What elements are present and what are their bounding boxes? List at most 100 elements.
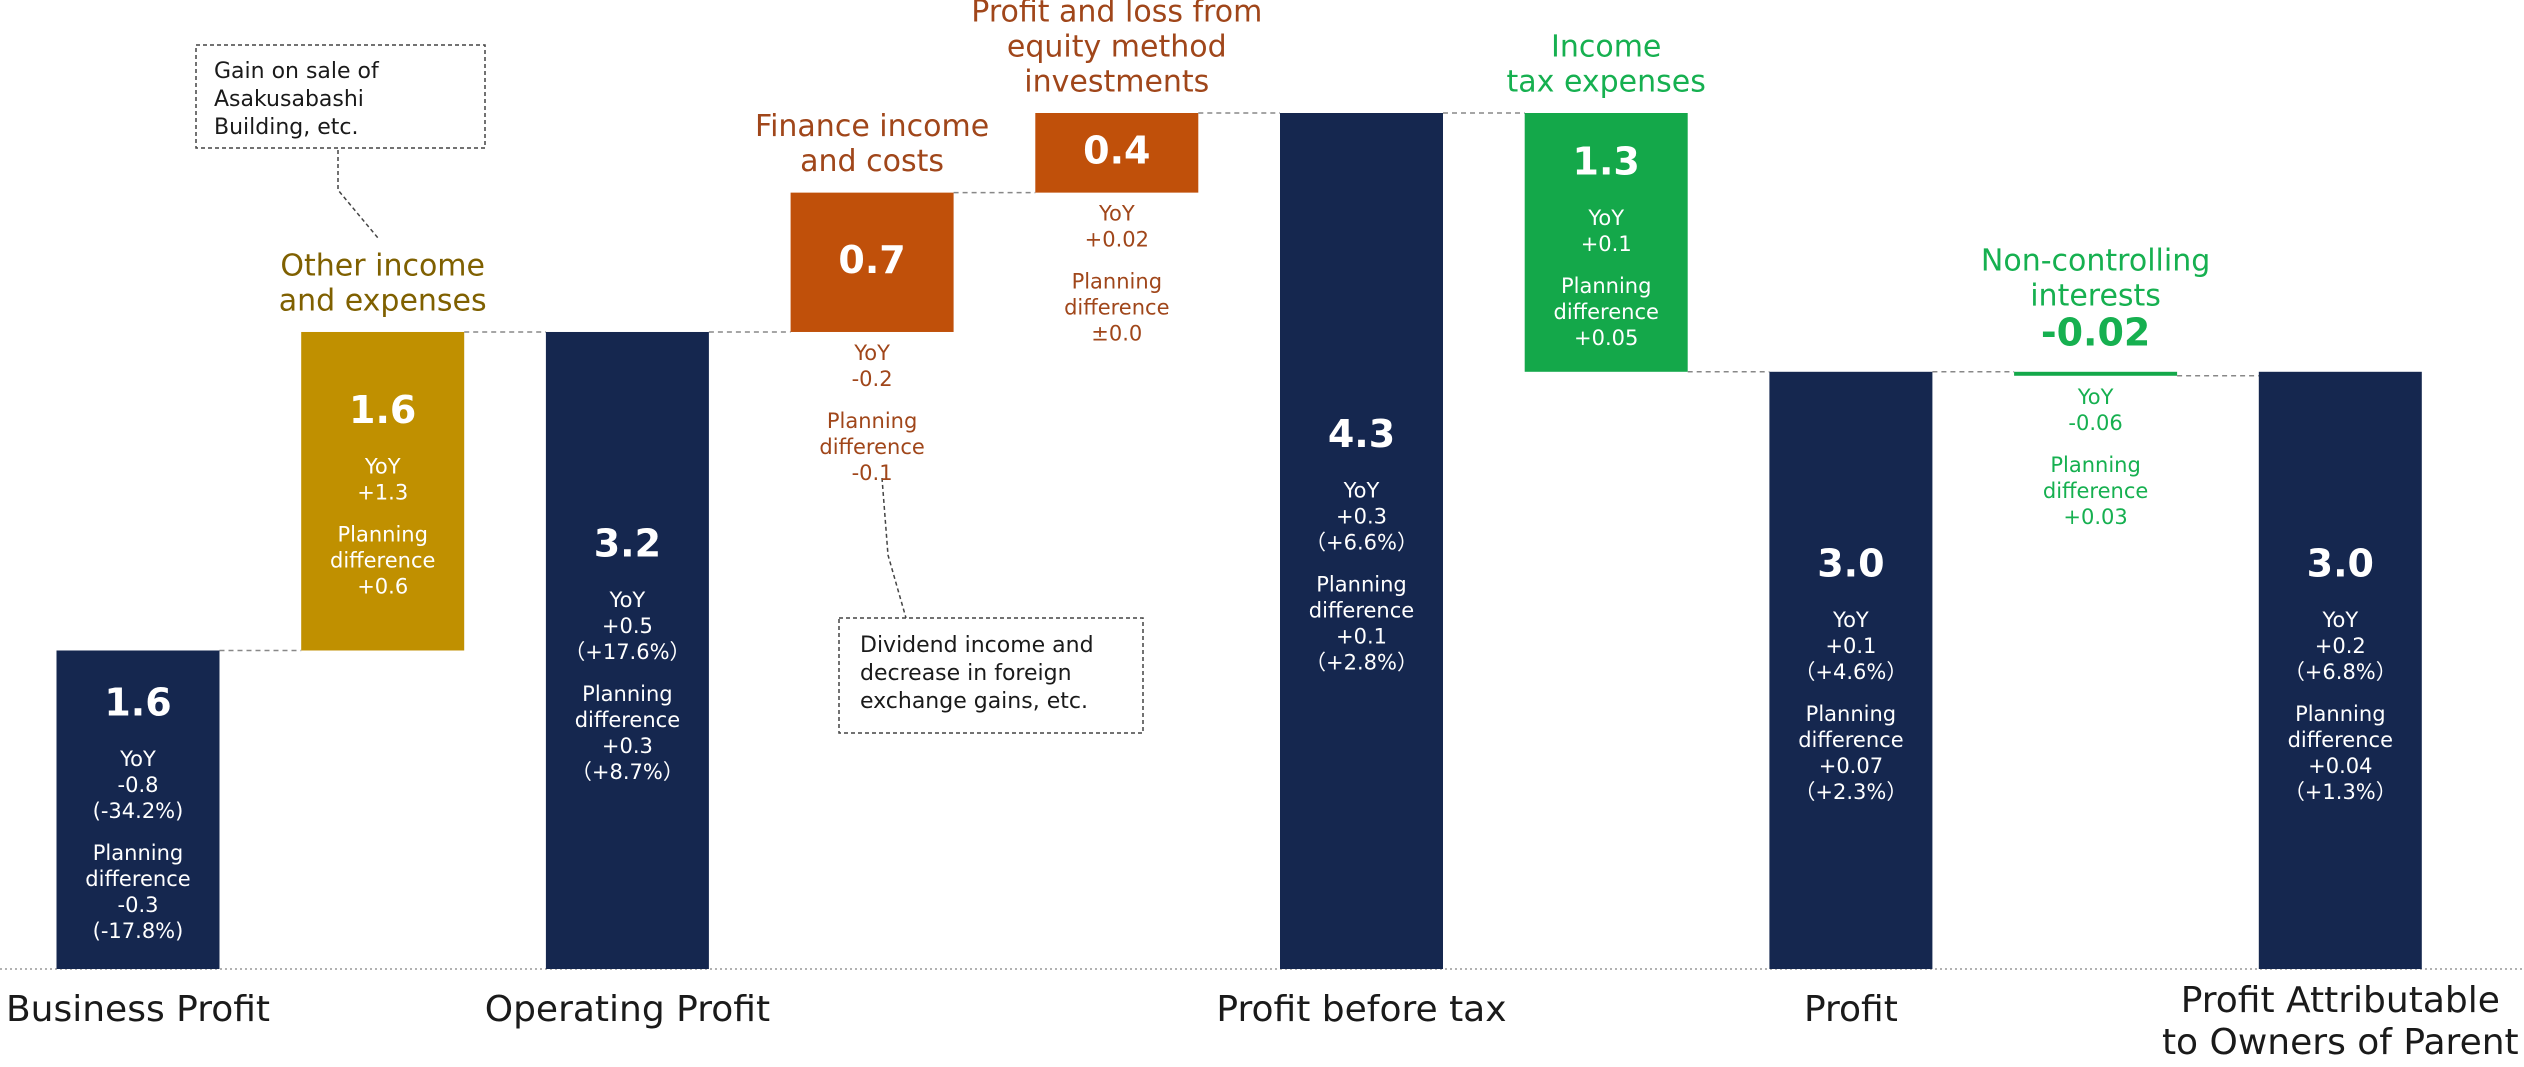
callout-text: Building, etc. <box>214 115 358 140</box>
callout-leader <box>881 477 907 619</box>
value-label: 3.0 <box>2307 541 2374 585</box>
note-text: +0.07 <box>1819 754 1883 778</box>
note-text: YoY <box>1832 608 1869 632</box>
note-text: difference <box>1064 296 1169 320</box>
note-text: （+17.6%） <box>564 640 690 664</box>
bar <box>545 331 709 969</box>
note-text: +0.2 <box>2315 634 2366 658</box>
category-label: Profit Attributable <box>2181 980 2500 1021</box>
bar <box>790 192 954 332</box>
category-label: Profit <box>1804 989 1898 1030</box>
category-label: interests <box>2030 278 2161 313</box>
value-label: 0.7 <box>838 238 905 282</box>
note-text: +0.1 <box>1825 634 1876 658</box>
note-text: YoY <box>2077 385 2114 409</box>
note-text: （+1.3%） <box>2284 780 2397 804</box>
category-label: Finance income <box>755 109 989 144</box>
note-text: Planning <box>2295 702 2385 726</box>
bar <box>301 331 465 651</box>
note-text: +0.04 <box>2308 754 2372 778</box>
value-label: 1.6 <box>349 388 416 432</box>
note-text: （+2.3%） <box>1794 780 1907 804</box>
note-text: +0.6 <box>357 575 408 599</box>
note-text: YoY <box>364 455 401 479</box>
note-text: YoY <box>609 588 646 612</box>
note-text: Planning <box>1806 702 1896 726</box>
note-text: +0.05 <box>1574 326 1638 350</box>
category-label: Operating Profit <box>485 989 770 1030</box>
category-label: Business Profit <box>6 989 270 1030</box>
value-label: -0.02 <box>2041 310 2151 354</box>
value-label: 1.3 <box>1573 139 1640 183</box>
note-text: difference <box>1553 300 1658 324</box>
note-text: difference <box>1798 728 1903 752</box>
note-text: YoY <box>2321 608 2358 632</box>
value-label: 3.2 <box>594 521 661 565</box>
bar <box>2258 371 2422 969</box>
category-label: Profit before tax <box>1216 989 1506 1030</box>
note-text: -0.3 <box>118 893 159 917</box>
note-text: -0.1 <box>852 461 893 485</box>
note-text: YoY <box>853 341 890 365</box>
callout-box <box>195 44 486 149</box>
category-label: investments <box>1024 65 1209 100</box>
note-text: Planning <box>337 523 427 547</box>
category-label: Profit and loss from <box>971 0 1262 30</box>
category-label: Other income <box>280 248 485 283</box>
bar <box>1769 371 1933 969</box>
note-text: -0.06 <box>2068 411 2122 435</box>
value-label: 4.3 <box>1328 412 1395 456</box>
value-label: 0.4 <box>1083 128 1150 172</box>
callout-text: Dividend income and <box>860 633 1094 658</box>
note-text: +0.1 <box>1336 625 1387 649</box>
note-text: difference <box>575 708 680 732</box>
note-text: difference <box>85 867 190 891</box>
bar <box>1280 113 1443 969</box>
note-text: Planning <box>93 841 183 865</box>
callout-leader <box>337 150 379 239</box>
note-text: YoY <box>1098 202 1135 226</box>
note-text: Planning <box>1072 270 1162 294</box>
bar <box>56 650 220 969</box>
callout: Dividend income and decrease in foreign … <box>838 477 1144 734</box>
note-text: +0.03 <box>2063 505 2127 529</box>
bar <box>1035 113 1199 193</box>
bar <box>1524 113 1688 372</box>
category-label: and costs <box>800 144 944 179</box>
note-text: （+4.6%） <box>1794 660 1907 684</box>
note-text: （+8.7%） <box>571 760 684 784</box>
note-text: difference <box>2288 728 2393 752</box>
value-label: 1.6 <box>104 681 171 725</box>
note-text: Planning <box>827 409 917 433</box>
note-text: (-34.2%) <box>93 799 184 823</box>
note-text: Planning <box>1316 573 1406 597</box>
callout-text: decrease in foreign <box>860 661 1072 686</box>
category-label: equity method <box>1007 30 1227 65</box>
note-text: Planning <box>1561 274 1651 298</box>
callout-box <box>838 617 1144 734</box>
note-text: difference <box>819 435 924 459</box>
note-text: YoY <box>1343 479 1380 503</box>
note-text: +1.3 <box>357 481 408 505</box>
note-text: -0.2 <box>852 367 893 391</box>
category-label: Non-controlling <box>1981 243 2210 278</box>
callout-text: exchange gains, etc. <box>860 689 1088 714</box>
note-text: （+6.6%） <box>1305 531 1418 555</box>
note-text: difference <box>2043 479 2148 503</box>
note-text: ±0.0 <box>1091 322 1142 346</box>
note-text: （+6.8%） <box>2284 660 2397 684</box>
callout-text: Gain on sale of <box>214 59 380 84</box>
category-label: to Owners of Parent <box>2162 1022 2519 1063</box>
note-text: +0.1 <box>1581 232 1632 256</box>
value-label: 3.0 <box>1817 541 1884 585</box>
category-label: tax expenses <box>1507 65 1706 100</box>
note-text: difference <box>1309 599 1414 623</box>
category-label: Income <box>1551 30 1661 65</box>
note-text: Planning <box>582 682 672 706</box>
note-text: +0.5 <box>602 614 653 638</box>
note-text: (-17.8%) <box>93 919 184 943</box>
bar <box>2014 371 2178 376</box>
callout-text: Asakusabashi <box>214 87 364 112</box>
